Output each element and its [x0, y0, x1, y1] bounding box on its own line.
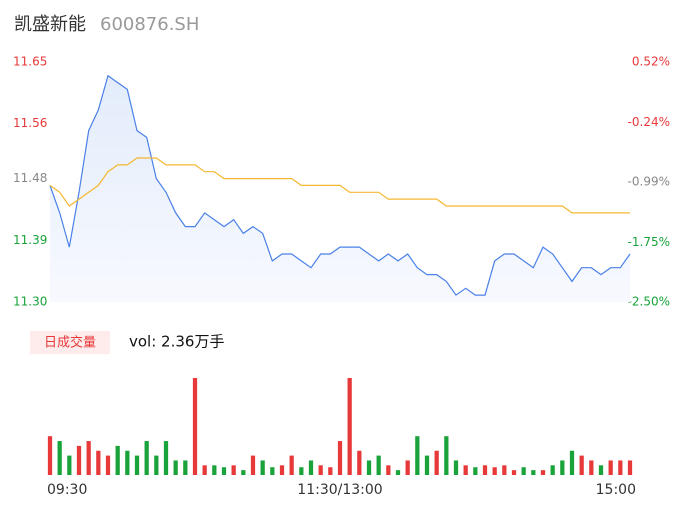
volume-bar: [144, 441, 149, 475]
volume-bar: [250, 455, 256, 475]
volume-bar: [134, 455, 140, 475]
volume-bar: [192, 378, 198, 475]
volume-bar: [105, 455, 111, 475]
y2-tick-label: -2.50%: [628, 295, 670, 309]
y2-tick-label: -0.24%: [628, 115, 670, 129]
price-area: [50, 75, 630, 302]
volume-bar: [627, 460, 633, 475]
volume-bar: [347, 378, 352, 475]
volume-bar: [57, 441, 62, 475]
x-tick-label: 11:30/13:00: [297, 482, 382, 498]
volume-bar: [47, 436, 53, 475]
volume-label-bg: [30, 331, 110, 354]
volume-bar: [453, 460, 459, 475]
volume-bar: [511, 470, 517, 475]
volume-bar: [270, 467, 275, 475]
volume-bar: [202, 465, 207, 475]
y-tick-label: 11.48: [13, 171, 47, 185]
y-tick-label: 11.30: [13, 295, 47, 309]
volume-bar: [86, 441, 91, 475]
volume-bar: [608, 460, 613, 475]
volume-bar: [598, 465, 604, 475]
volume-bar: [569, 450, 575, 475]
volume-bar: [482, 465, 488, 475]
volume-bar: [366, 460, 372, 475]
volume-bar: [579, 455, 584, 475]
volume-bar: [221, 467, 227, 475]
volume-bar: [183, 460, 188, 475]
volume-bar: [318, 465, 323, 475]
volume-bar: [521, 467, 526, 475]
volume-bar: [618, 460, 623, 475]
x-tick-label: 09:30: [47, 482, 87, 498]
volume-bar: [328, 467, 333, 475]
y-tick-label: 11.39: [13, 233, 47, 247]
volume-bar: [125, 450, 130, 475]
volume-bar: [212, 465, 217, 475]
volume-bar: [299, 467, 304, 475]
volume-bar: [173, 460, 178, 475]
volume-bar: [154, 455, 159, 475]
volume-bar: [67, 455, 72, 475]
x-tick-label: 15:00: [596, 482, 636, 498]
volume-bar: [337, 441, 343, 475]
volume-bar: [589, 460, 594, 475]
volume-bar: [96, 450, 101, 475]
volume-bar: [434, 450, 439, 475]
volume-bar: [540, 470, 546, 475]
volume-bar: [231, 465, 236, 475]
volume-bar: [376, 455, 381, 475]
volume-bar: [241, 470, 246, 475]
y2-tick-label: -0.99%: [628, 175, 670, 189]
volume-bar: [444, 436, 449, 475]
y2-tick-label: -1.75%: [628, 235, 670, 249]
volume-bar: [531, 470, 536, 475]
volume-bar: [415, 436, 420, 475]
volume-bar: [463, 465, 468, 475]
volume-bar: [492, 467, 497, 475]
volume-bar: [260, 460, 265, 475]
series-line: [49, 74, 631, 296]
y-tick-label: 11.56: [13, 116, 47, 130]
series-line: [49, 157, 630, 214]
stock-code: 600876.SH: [100, 14, 199, 35]
volume-bar: [395, 470, 401, 475]
stock-name: 凯盛新能: [14, 14, 86, 35]
volume-bar: [289, 455, 294, 475]
volume-bar: [424, 455, 430, 475]
volume-bar: [357, 450, 362, 475]
volume-bar: [279, 465, 285, 475]
volume-bar: [560, 460, 565, 475]
volume-bar: [163, 441, 169, 475]
volume-bar: [473, 467, 478, 475]
volume-bar: [76, 445, 82, 475]
y-tick-label: 11.65: [13, 55, 47, 69]
volume-bar: [405, 460, 410, 475]
volume-bar: [115, 445, 120, 475]
volume-bar: [308, 460, 314, 475]
volume-bar: [550, 465, 555, 475]
volume-bar: [502, 465, 507, 475]
y2-tick-label: 0.52%: [632, 55, 670, 69]
volume-bar: [386, 465, 391, 475]
volume-label: 日成交量: [44, 335, 96, 351]
volume-total: vol: 2.36万手: [129, 333, 224, 351]
